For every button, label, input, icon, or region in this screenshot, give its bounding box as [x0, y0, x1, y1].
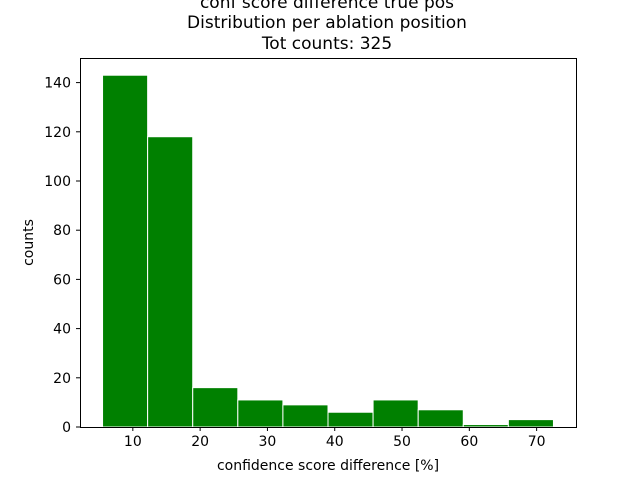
- y-tick-label: 100: [44, 174, 71, 190]
- bar: [327, 411, 374, 428]
- bar: [372, 399, 419, 428]
- bar: [507, 419, 554, 428]
- bar: [102, 74, 149, 428]
- y-tick-label: 140: [44, 76, 71, 92]
- plot-frame: [80, 58, 577, 428]
- x-axis-ticks: 10 20 30 40 50 60 70: [124, 427, 546, 450]
- x-tick-label: 30: [259, 434, 277, 450]
- y-tick-label: 120: [44, 125, 71, 141]
- bar: [192, 387, 239, 428]
- x-axis-label: confidence score difference [%]: [217, 458, 439, 474]
- bar: [147, 136, 194, 428]
- x-tick-label: 60: [460, 434, 478, 450]
- y-axis-label: counts: [21, 219, 37, 266]
- x-tick-label: 40: [326, 434, 344, 450]
- x-tick-label: 50: [393, 434, 411, 450]
- x-tick-label: 20: [191, 434, 209, 450]
- bar: [417, 409, 464, 428]
- bars: [102, 74, 554, 428]
- y-tick-label: 20: [53, 371, 71, 387]
- y-axis-ticks: 0 20 40 60 80 100 120 140: [44, 76, 80, 436]
- bar: [462, 424, 509, 428]
- y-tick-label: 40: [53, 322, 71, 338]
- chart-title: conf score difference true pos Distribut…: [187, 0, 467, 54]
- y-tick-label: 0: [62, 420, 71, 436]
- title-line-1: conf score difference true pos: [200, 0, 454, 13]
- y-tick-label: 60: [53, 272, 71, 288]
- y-tick-label: 80: [53, 223, 71, 239]
- x-tick-label: 10: [124, 434, 142, 450]
- bar: [282, 404, 329, 428]
- x-tick-label: 70: [528, 434, 546, 450]
- title-line-2: Distribution per ablation position: [187, 13, 467, 33]
- title-line-3: Tot counts: 325: [261, 34, 392, 54]
- bar: [237, 399, 284, 428]
